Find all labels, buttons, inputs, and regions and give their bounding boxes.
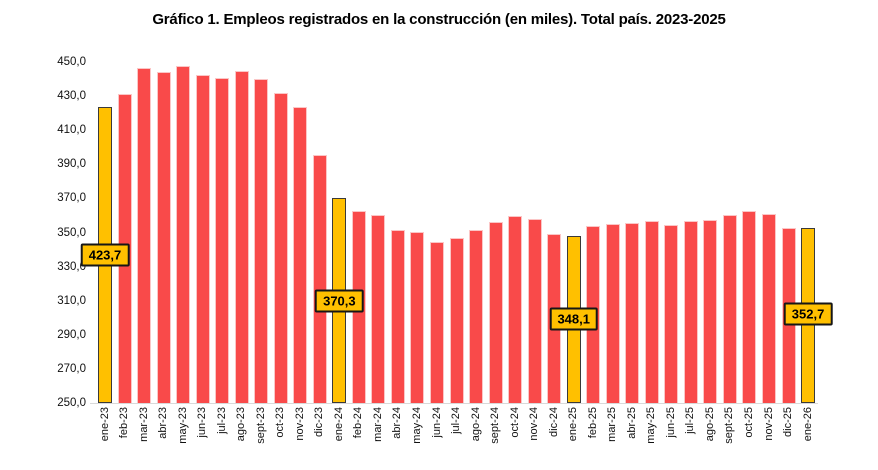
- bar-jul-25: [683, 220, 698, 403]
- y-tick-label: 390,0: [57, 158, 86, 171]
- bar-abr-23: [156, 72, 171, 403]
- y-tick-label: 290,0: [57, 328, 86, 341]
- bar-sept-23: [254, 79, 269, 403]
- x-tick-label: ene-24: [332, 407, 345, 442]
- x-tick-label: oct-25: [742, 407, 755, 438]
- x-tick-label: feb-24: [352, 407, 365, 439]
- data-label-ene-23: 423,7: [80, 243, 130, 267]
- x-tick-label: feb-25: [586, 407, 599, 439]
- y-tick-label: 450,0: [57, 56, 86, 68]
- bar-oct-25: [742, 211, 757, 403]
- x-tick-label: mar-25: [606, 407, 619, 442]
- x-tick-label: feb-23: [118, 407, 131, 439]
- bar-ago-24: [469, 229, 484, 403]
- y-tick-label: 250,0: [57, 397, 86, 409]
- y-tick-label: 410,0: [57, 124, 86, 137]
- x-tick-label: ene-26: [801, 407, 814, 442]
- x-tick-label: dic-25: [782, 407, 795, 437]
- x-tick-label: jul-25: [684, 407, 697, 434]
- bar-jun-25: [664, 224, 679, 403]
- x-tick-label: dic-24: [547, 407, 560, 437]
- x-tick-label: abr-23: [157, 407, 170, 439]
- bar-jul-23: [215, 78, 230, 403]
- bar-nov-25: [762, 213, 777, 403]
- data-label-ene-26: 352,7: [783, 302, 833, 326]
- x-tick-label: oct-24: [508, 407, 521, 438]
- bar-mar-25: [605, 223, 620, 403]
- x-tick-label: dic-23: [313, 407, 326, 437]
- bar-oct-23: [273, 92, 288, 403]
- x-tick-label: sept-24: [489, 407, 502, 444]
- bar-mar-23: [137, 67, 152, 403]
- x-tick-label: nov-25: [762, 407, 775, 441]
- y-tick-label: 310,0: [57, 294, 86, 307]
- x-tick-label: ago-25: [703, 407, 716, 442]
- x-tick-label: jun-25: [664, 407, 677, 438]
- data-label-ene-25: 348,1: [549, 307, 598, 331]
- x-tick-label: mar-24: [371, 407, 384, 442]
- data-label-ene-24: 370,3: [315, 289, 364, 313]
- bar-nov-23: [293, 107, 308, 403]
- x-tick-label: jul-23: [215, 407, 228, 434]
- bar-jul-24: [449, 237, 464, 403]
- bar-abr-24: [390, 230, 405, 403]
- bar-ago-23: [234, 70, 249, 403]
- y-tick-label: 270,0: [57, 362, 86, 375]
- bar-jun-24: [430, 241, 444, 403]
- x-tick-label: nov-24: [528, 407, 541, 441]
- bar-sept-24: [488, 222, 503, 403]
- x-tick-label: may-24: [410, 407, 423, 444]
- bar-ago-25: [703, 219, 718, 403]
- x-tick-label: ene-23: [98, 407, 111, 442]
- chart-title: Gráfico 1. Empleos registrados en la con…: [152, 11, 726, 28]
- x-axis-line: [90, 403, 818, 404]
- x-tick-label: ago-24: [469, 407, 482, 442]
- bar-may-23: [176, 66, 191, 403]
- y-tick-label: 350,0: [57, 226, 86, 239]
- x-tick-label: abr-24: [391, 407, 404, 439]
- x-tick-label: nov-23: [293, 407, 306, 441]
- y-tick-label: 430,0: [57, 90, 86, 103]
- bar-may-24: [410, 231, 425, 403]
- x-tick-label: oct-23: [274, 407, 287, 438]
- x-tick-label: may-23: [176, 407, 189, 444]
- x-tick-label: mar-23: [137, 407, 150, 442]
- bar-abr-25: [625, 223, 640, 403]
- bar-dic-23: [312, 154, 327, 403]
- x-tick-label: jun-24: [430, 407, 443, 438]
- x-tick-label: ago-23: [235, 407, 248, 442]
- bar-sept-25: [722, 214, 737, 403]
- y-tick-label: 330,0: [57, 260, 86, 273]
- y-tick-label: 370,0: [57, 192, 86, 205]
- bar-mar-24: [371, 214, 386, 403]
- x-tick-label: jun-23: [196, 407, 209, 438]
- x-tick-label: sept-23: [254, 407, 267, 444]
- x-tick-label: ene-25: [567, 407, 580, 442]
- bar-may-25: [644, 220, 659, 403]
- x-tick-label: sept-25: [723, 407, 736, 444]
- x-tick-label: abr-25: [625, 407, 638, 439]
- bar-oct-24: [508, 216, 523, 403]
- x-tick-label: may-25: [645, 407, 658, 444]
- bar-jun-23: [195, 74, 210, 403]
- bar-nov-24: [527, 218, 542, 403]
- x-tick-label: jul-24: [450, 407, 463, 434]
